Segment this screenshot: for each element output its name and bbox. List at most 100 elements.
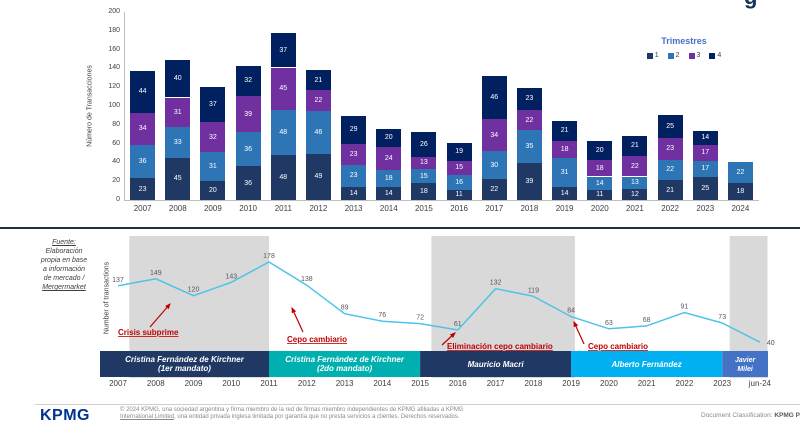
legend-swatch [646,52,653,59]
data-label: 143 [225,273,237,280]
bar-segment: 18 [411,183,437,200]
bar-segment: 44 [130,71,156,113]
legend-label: 3 [696,52,701,59]
document-classification: Document Classification: KPMG P [701,412,800,419]
x-axis-label: 2013 [344,204,363,213]
x-axis-label: 2023 [696,204,715,213]
kpmg-international-link[interactable]: International Limited [120,414,175,420]
bar-segment: 36 [235,132,261,167]
x-axis-label: 2024 [731,204,750,213]
bar-segment: 46 [481,75,507,120]
bar-segment: 14 [587,176,613,190]
data-label: 132 [490,280,502,287]
bar-segment: 35 [516,130,542,164]
bar-segment: 22 [305,90,331,111]
bar-segment: 13 [411,156,437,169]
data-label: 91 [681,304,689,311]
president-bar [571,351,723,377]
bar-segment: 14 [341,186,367,200]
y-axis-tick-label: 100 [108,102,120,109]
bar-segment: 17 [692,144,718,161]
bar-segment: 39 [516,163,542,200]
classification-label: Document Classification: [701,412,775,419]
bar-segment: 31 [165,97,191,127]
annotation-label: Cepo cambiario [588,342,648,351]
y-axis-tick-label: 180 [108,26,120,34]
data-label: 149 [150,270,162,277]
line-x-axis-label: 2007 [109,379,127,388]
president-label: Cristina Fernández de Kirchner [285,355,405,364]
x-axis-label: 2018 [520,204,539,213]
source-line: de mercado / [43,275,85,282]
disclaimer-line2: , una entidad privada inglesa limitada p… [174,414,460,420]
bar-segment: 20 [587,140,613,160]
bar-segment: 15 [446,160,472,175]
president-bar [269,351,420,377]
bar-segment: 23 [516,88,542,110]
bar-segment: 31 [552,157,578,187]
bar-segment: 33 [165,126,191,158]
bar-segment: 48 [270,109,296,155]
president-bar [722,351,768,377]
bar-segment: 40 [165,59,191,98]
bar-segment: 45 [165,157,191,200]
bar-segment: 18 [376,169,402,187]
x-axis-label: 2011 [274,204,292,213]
mergermarket-link[interactable]: Mergermarket [42,284,86,291]
president-label: Javier [735,357,757,364]
bar-segment: 18 [552,140,578,158]
cropped-title-fragment: g [744,0,788,9]
transactions-line [117,261,761,343]
line-x-axis-label: 2010 [222,379,240,388]
bar-segment: 14 [692,131,718,145]
annotation-arrow [291,306,304,333]
bar-segment: 46 [305,110,331,154]
x-axis-label: 2020 [590,204,609,213]
legend: Trimestres 1 2 3 4 [626,36,742,59]
president-label: Cristina Fernández de Kirchner [125,355,245,364]
bar-segment: 36 [130,144,156,179]
x-axis-label: 2015 [414,204,433,213]
bar-segment: 20 [376,128,402,148]
data-label: 178 [263,253,275,260]
bar-segment: 14 [552,186,578,200]
bar-segment: 48 [270,154,296,200]
bar-segment: 25 [692,176,718,200]
x-axis-label: 2012 [309,204,328,213]
y-axis-line [124,12,125,200]
bar-segment: 13 [622,176,648,189]
data-label: 76 [378,312,386,319]
x-axis-label: 2016 [450,204,468,213]
bar-segment: 21 [657,180,683,200]
bar-segment: 39 [235,95,261,133]
line-x-axis-label: jun-24 [748,379,772,388]
legend-label: 4 [717,52,722,59]
bar-segment: 15 [411,169,437,184]
bar-segment: 34 [130,112,156,145]
bar-segment: 20 [200,181,226,200]
line-x-axis-label: 2019 [562,379,580,388]
legend-items: 1 2 3 4 [626,52,742,59]
president-label: Mauricio Macri [468,360,525,369]
annotation-label: Eliminación cepo cambiario [447,342,553,351]
data-label: 63 [605,320,613,327]
data-label: 73 [718,314,726,321]
source-line: propia en base [40,257,88,264]
y-axis-tick-label: 40 [112,158,120,166]
y-axis-tick-label: 80 [112,120,120,128]
bar-segment: 22 [516,109,542,131]
bar-segment: 29 [341,116,367,144]
bar-segment: 23 [341,165,367,187]
source-note: Fuente: Elaboración propia en base a inf… [24,238,104,292]
bar-segment: 45 [270,67,296,110]
bar-chart-y-axis-title: Número de Transacciones [86,65,94,147]
data-label: 72 [416,315,424,322]
president-label: (2do mandato) [317,364,372,373]
bar-segment: 49 [305,153,331,200]
president-label: Milei [737,366,754,373]
bar-segment: 36 [235,166,261,200]
bar-segment: 22 [727,162,753,184]
bar-segment: 14 [376,186,402,200]
president-bar [420,351,572,377]
